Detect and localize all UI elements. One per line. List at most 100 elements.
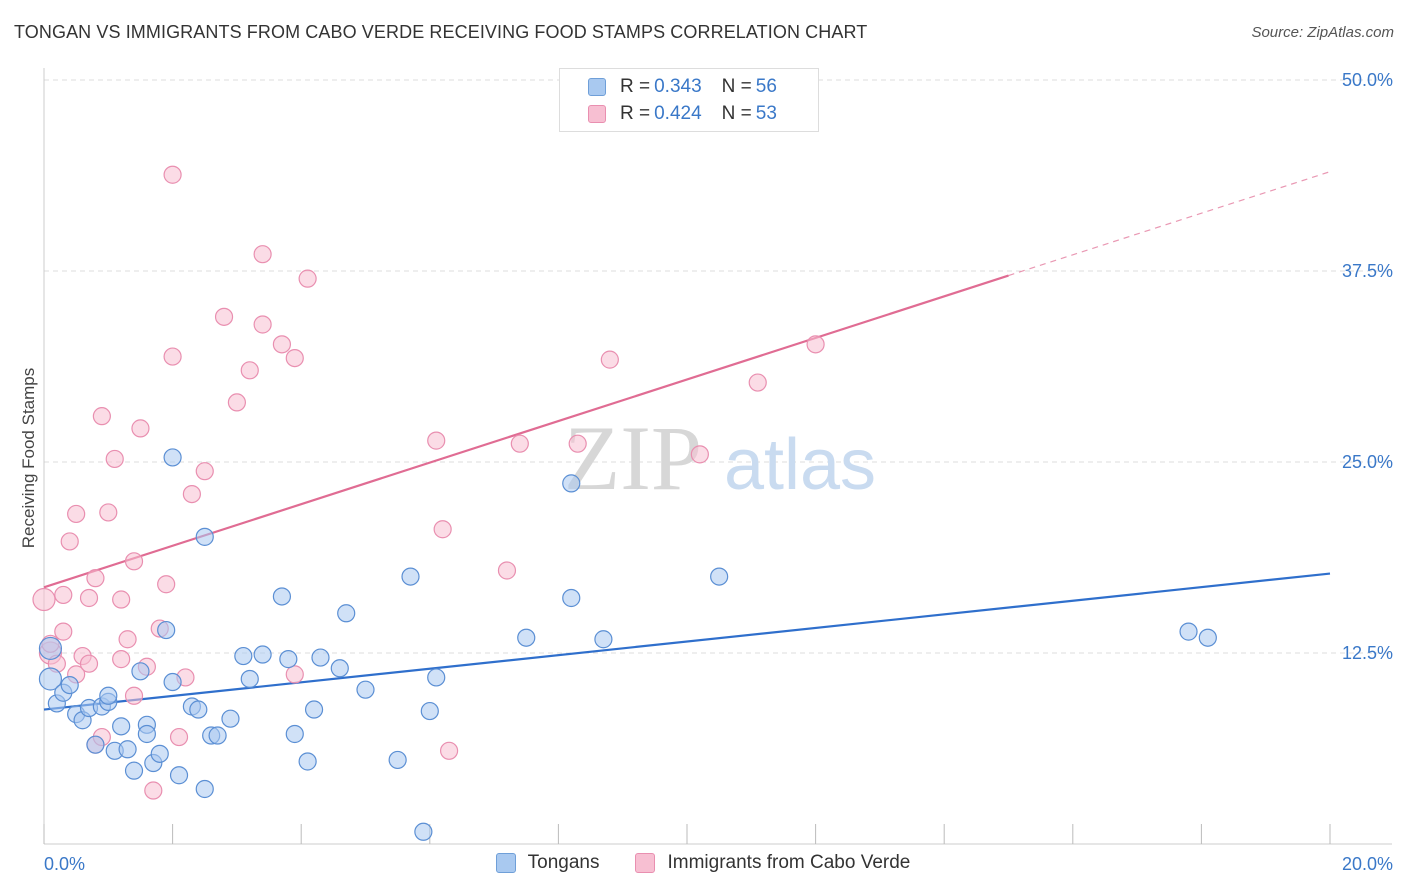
cabo-verde-point — [67, 504, 86, 524]
tongan-point — [285, 724, 304, 744]
tongan-point — [234, 646, 253, 666]
cabo-verde-point — [439, 741, 459, 760]
chart-title: TONGAN VS IMMIGRANTS FROM CABO VERDE REC… — [14, 22, 868, 42]
tongan-point — [517, 628, 536, 647]
cabo-verde-point — [124, 552, 144, 571]
tongan-point — [150, 744, 169, 763]
tongan-point — [388, 750, 407, 770]
axes — [43, 68, 1392, 845]
tongan-point — [337, 604, 356, 623]
tongan-point — [38, 667, 63, 691]
legend-swatch-cabo-verde — [588, 105, 606, 123]
tongan-point — [208, 726, 227, 745]
cabo-verde-point — [54, 585, 73, 605]
cabo-verde-point — [163, 165, 182, 184]
tongan-point — [195, 779, 214, 799]
cabo-verde-trend-line-extension — [1008, 171, 1331, 277]
tongan-point — [195, 527, 214, 546]
series-swatch-tongans — [495, 853, 516, 873]
watermark-atlas: atlas — [724, 425, 876, 505]
cabo-verde-point — [748, 373, 767, 392]
tongan-point — [38, 636, 63, 661]
series-swatch-cabo-verde — [635, 853, 656, 873]
legend-n-value: 53 — [755, 103, 777, 124]
tongan-point — [311, 648, 330, 667]
cabo-verde-point — [79, 588, 99, 608]
tongan-point — [99, 686, 118, 705]
cabo-verde-point — [105, 449, 124, 469]
legend-r-label: R = — [620, 103, 651, 124]
cabo-verde-point — [54, 622, 73, 641]
legend-r-label: R = — [620, 76, 651, 97]
cabo-verde-point — [32, 587, 56, 612]
cabo-verde-point — [195, 462, 214, 481]
tick-labels: 12.5% 25.0% 37.5% 50.0% 0.0% 20.0% — [44, 70, 1393, 874]
series-legend: Tongans Immigrants from Cabo Verde — [0, 852, 1406, 874]
tongan-point — [414, 822, 433, 841]
cabo-verde-point — [285, 665, 304, 684]
cabo-verde-point — [124, 686, 144, 705]
tongan-point — [131, 662, 150, 681]
legend-row-tongans: R = 0.343 N = 56 — [588, 75, 797, 99]
legend-n-label: N = — [721, 103, 752, 124]
legend: R = 0.343 N = 56 R = 0.424 N = 53 — [559, 68, 819, 132]
tongan-point — [272, 587, 292, 606]
x-tick-label: 20.0% — [1342, 854, 1393, 874]
cabo-verde-point — [253, 245, 272, 264]
cabo-verde-point — [497, 561, 517, 580]
tongan-point — [298, 752, 317, 771]
tongan-point — [562, 474, 581, 493]
tongan-point — [169, 766, 189, 785]
cabo-verde-point — [240, 361, 259, 380]
cabo-verde-point — [600, 350, 619, 369]
tongan-point — [420, 701, 439, 721]
y-tick-label: 50.0% — [1342, 70, 1393, 90]
series-label-tongans: Tongans — [527, 852, 600, 873]
cabo-verde-point — [690, 445, 709, 464]
tongan-point — [594, 630, 613, 649]
cabo-verde-point — [568, 434, 587, 453]
tongan-point — [118, 740, 137, 759]
cabo-verde-point — [92, 407, 111, 426]
cabo-verde-point — [79, 654, 99, 673]
cabo-verde-point — [214, 307, 234, 326]
tongan-point — [163, 448, 182, 467]
tongan-point — [356, 680, 375, 699]
tongan-point — [710, 567, 729, 586]
tongan-point — [427, 668, 446, 687]
tongan-point — [60, 675, 79, 695]
series-legend-tongans: Tongans — [495, 852, 600, 874]
cabo-verde-point — [131, 419, 150, 438]
cabo-verde-point — [86, 569, 105, 588]
tongan-point — [562, 588, 581, 608]
tongan-point — [253, 645, 272, 664]
cabo-verde-point — [285, 348, 304, 368]
tongan-point — [279, 650, 298, 669]
y-tick-label: 25.0% — [1342, 452, 1393, 472]
x-tick-label: 0.0% — [44, 854, 85, 874]
cabo-verde-point — [163, 347, 182, 366]
cabo-verde-point — [60, 532, 79, 551]
cabo-verde-point — [272, 335, 292, 354]
data-points — [32, 165, 1217, 841]
tongan-point — [401, 567, 420, 586]
series-label-cabo-verde: Immigrants from Cabo Verde — [667, 852, 911, 873]
legend-n-value: 56 — [755, 76, 777, 97]
tongan-point — [124, 761, 144, 780]
cabo-verde-point — [253, 315, 272, 334]
tongan-point — [163, 672, 182, 692]
cabo-verde-point — [182, 484, 201, 504]
cabo-verde-point — [112, 590, 131, 609]
watermark-zip: ZIP — [564, 407, 702, 509]
tongan-point — [240, 669, 259, 689]
cabo-verde-point — [118, 630, 137, 649]
cabo-verde-point — [99, 503, 118, 522]
cabo-verde-point — [433, 520, 452, 539]
series-legend-cabo-verde: Immigrants from Cabo Verde — [635, 852, 910, 874]
legend-r-value: 0.424 — [654, 103, 702, 124]
tongan-point — [86, 735, 105, 754]
source-credit: Source: ZipAtlas.com — [1251, 24, 1394, 41]
legend-row-cabo-verde: R = 0.424 N = 53 — [588, 102, 797, 126]
legend-n-label: N = — [721, 76, 752, 97]
